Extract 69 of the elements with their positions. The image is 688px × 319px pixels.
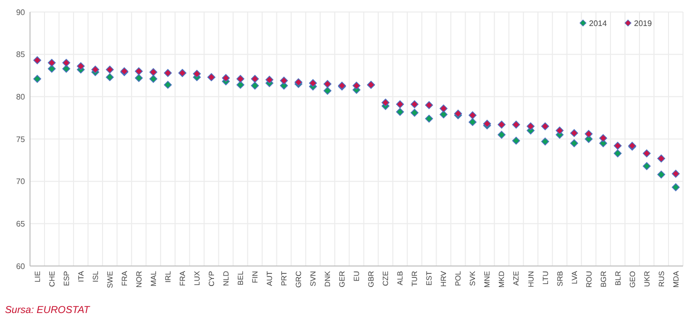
point bbox=[614, 142, 622, 150]
point bbox=[134, 74, 143, 82]
point bbox=[134, 67, 143, 76]
point bbox=[425, 114, 433, 123]
y-tick-label: 75 bbox=[16, 134, 26, 144]
point bbox=[33, 74, 42, 83]
point bbox=[614, 149, 622, 158]
point bbox=[280, 76, 288, 85]
point bbox=[584, 130, 593, 138]
point bbox=[324, 80, 332, 88]
point bbox=[599, 134, 608, 142]
point bbox=[642, 162, 651, 170]
point bbox=[440, 110, 448, 118]
text: Sursa: EUROSTAT bbox=[5, 305, 91, 316]
point bbox=[657, 154, 666, 162]
point bbox=[106, 73, 114, 82]
point bbox=[309, 79, 317, 88]
y-tick-label: 60 bbox=[16, 262, 26, 271]
point bbox=[62, 64, 70, 73]
point bbox=[396, 108, 404, 116]
point bbox=[396, 100, 404, 108]
point bbox=[498, 120, 506, 129]
point bbox=[352, 82, 360, 90]
point bbox=[236, 74, 244, 83]
point bbox=[526, 122, 535, 130]
point bbox=[250, 82, 259, 90]
point bbox=[192, 70, 201, 78]
point bbox=[570, 139, 578, 148]
point bbox=[33, 56, 42, 64]
point bbox=[48, 64, 56, 73]
point bbox=[265, 76, 274, 84]
point bbox=[91, 66, 100, 74]
point bbox=[468, 118, 477, 126]
point bbox=[324, 86, 332, 95]
point bbox=[570, 129, 578, 138]
point bbox=[382, 98, 390, 107]
y-tick-label: 65 bbox=[16, 219, 26, 228]
point bbox=[250, 74, 259, 83]
point bbox=[512, 136, 520, 145]
legend-label: 2019 bbox=[634, 18, 652, 28]
y-tick-label: 85 bbox=[16, 50, 26, 60]
legend-label: 2014 bbox=[589, 18, 608, 28]
point bbox=[440, 104, 448, 112]
point bbox=[48, 58, 56, 67]
y-tick-label: 90 bbox=[16, 8, 26, 17]
point bbox=[149, 74, 158, 83]
point bbox=[556, 126, 564, 134]
point bbox=[498, 130, 506, 139]
point bbox=[468, 111, 477, 120]
point bbox=[541, 138, 550, 146]
point bbox=[62, 58, 70, 67]
point bbox=[164, 69, 172, 77]
point bbox=[512, 120, 520, 129]
point bbox=[76, 62, 85, 70]
y-tick-label: 70 bbox=[16, 177, 26, 186]
point bbox=[425, 101, 433, 110]
point bbox=[410, 108, 418, 117]
point bbox=[672, 170, 680, 178]
point bbox=[106, 66, 114, 74]
point bbox=[236, 80, 244, 89]
point bbox=[642, 149, 651, 158]
point bbox=[149, 68, 158, 76]
point bbox=[672, 183, 680, 192]
y-tick-label: 80 bbox=[16, 92, 26, 102]
point bbox=[541, 122, 550, 130]
point bbox=[410, 100, 418, 108]
point bbox=[164, 80, 172, 89]
point bbox=[222, 74, 230, 82]
point bbox=[657, 170, 666, 179]
